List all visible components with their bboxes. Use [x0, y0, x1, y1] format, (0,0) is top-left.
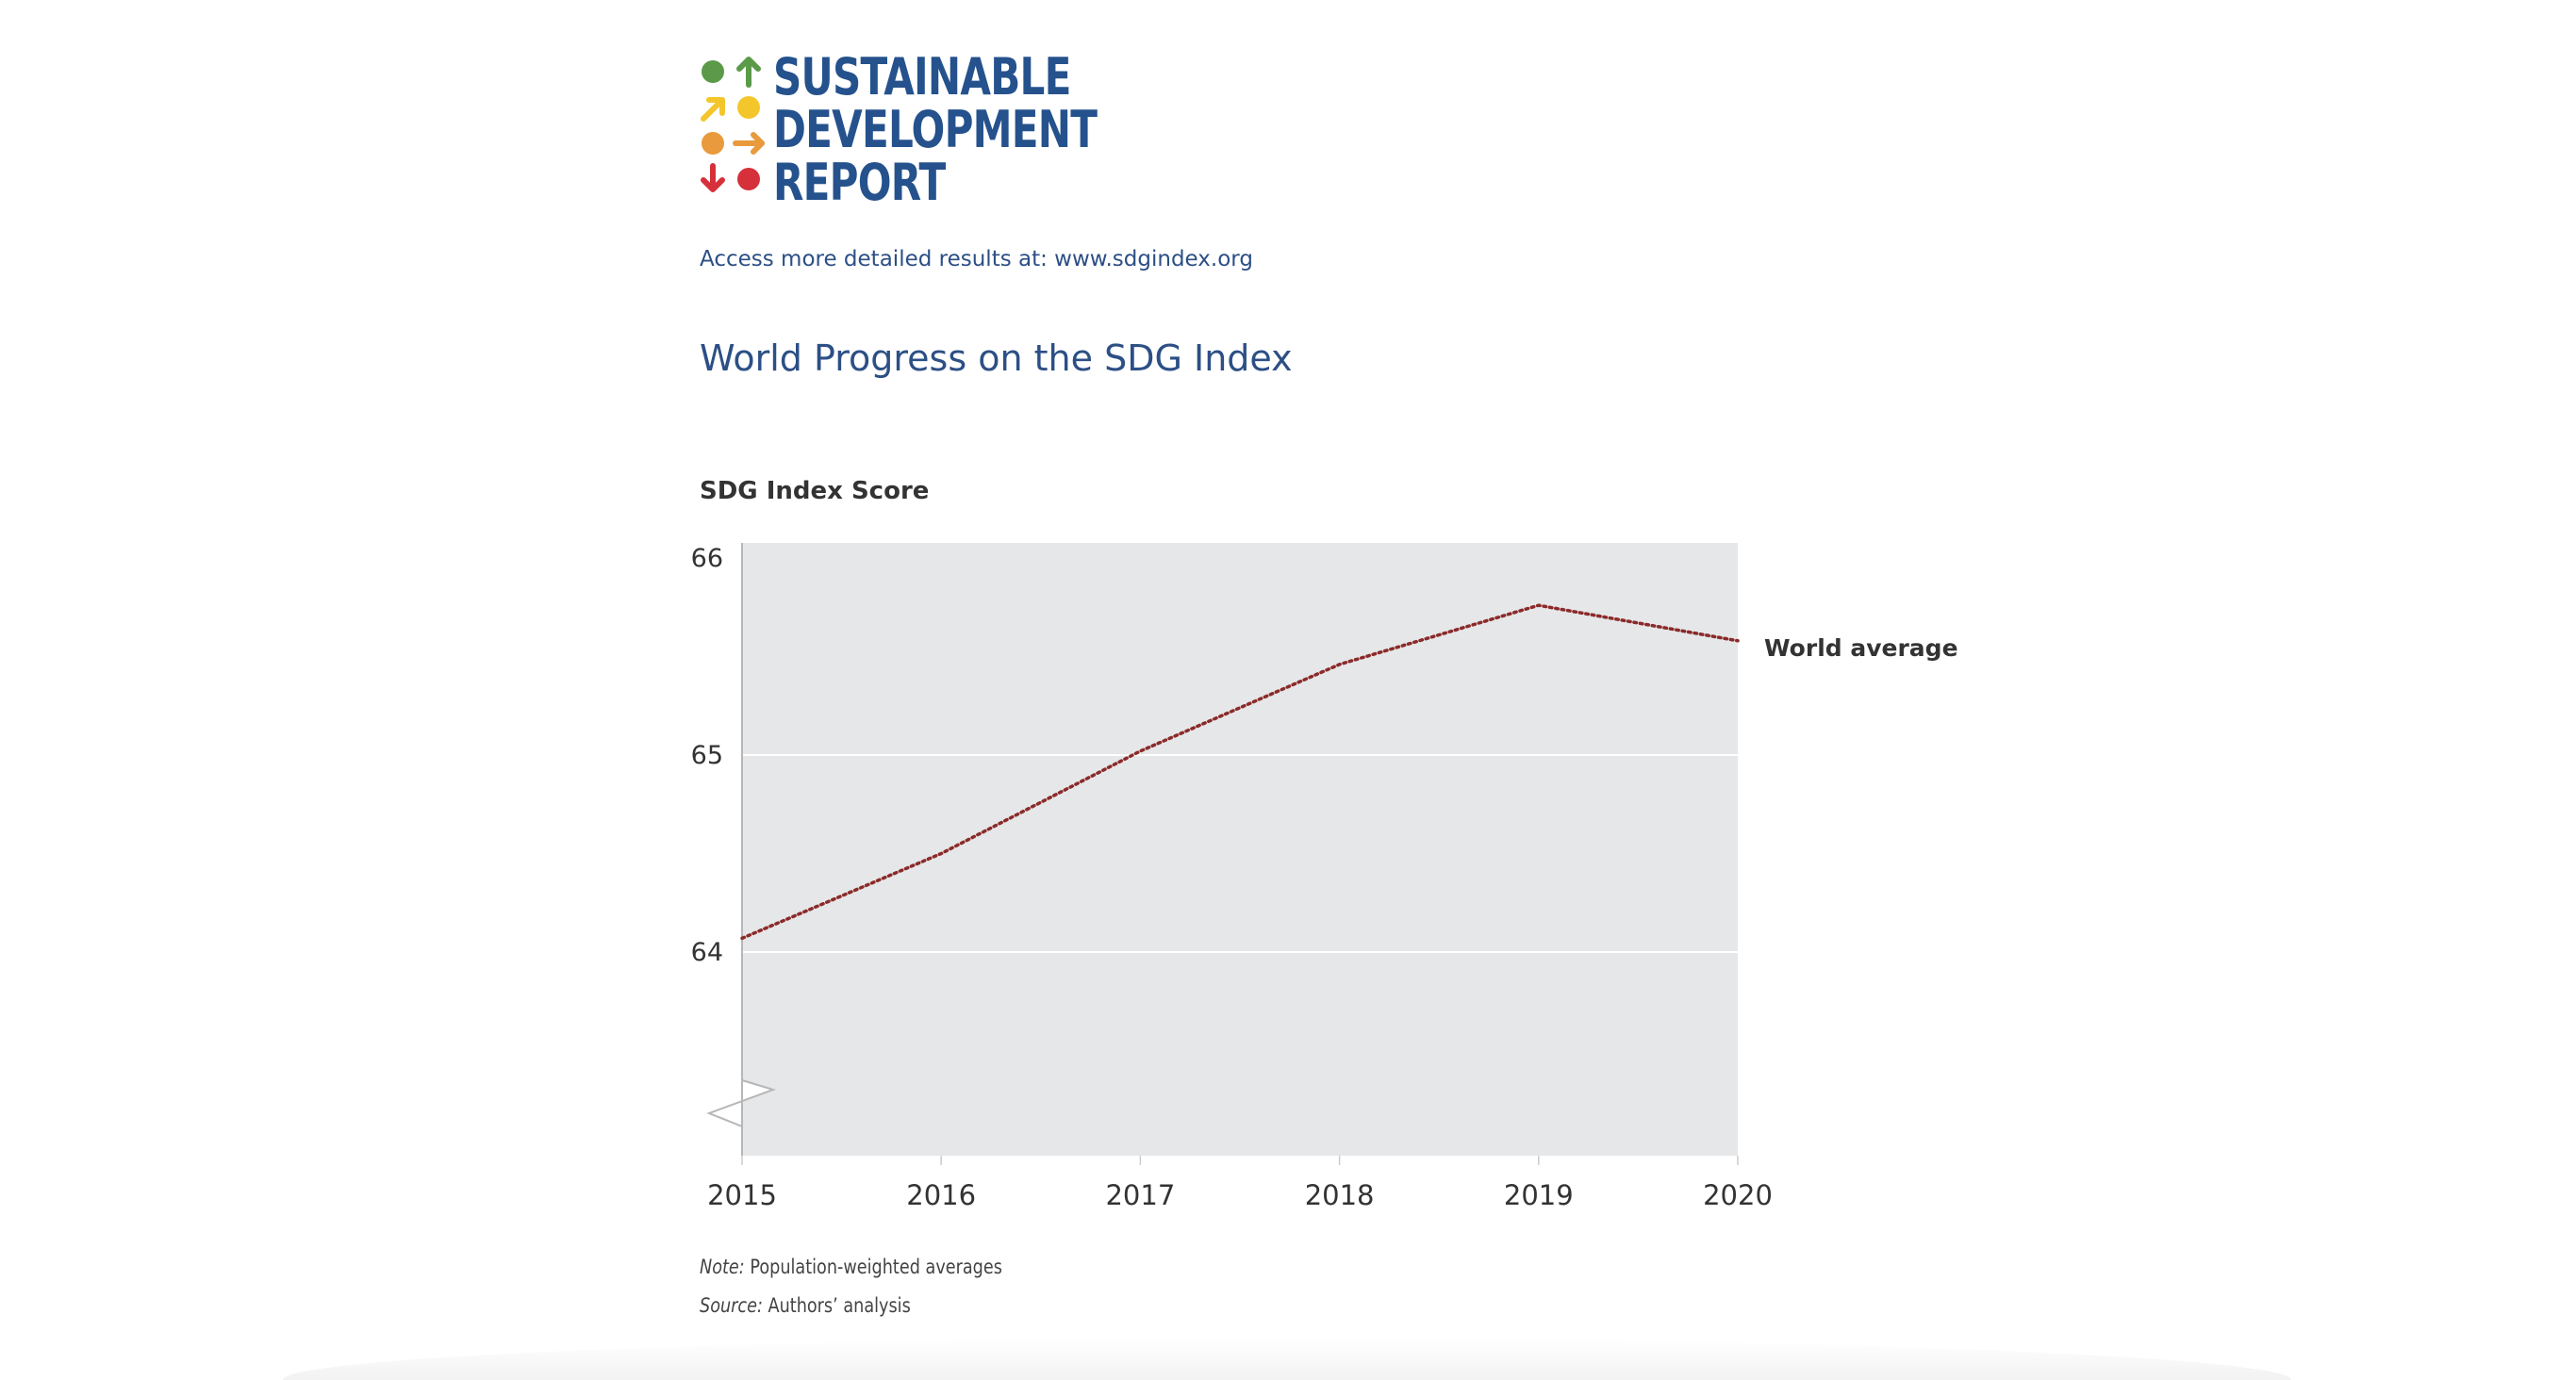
gridlines: [742, 754, 1738, 953]
green-up-arrow-icon: [736, 57, 761, 88]
x-tick-label: 2017: [1105, 1179, 1175, 1211]
page-bottom-shadow: [283, 1339, 2291, 1380]
yellow-diagonal-arrow-icon: [701, 97, 725, 122]
red-dot-icon: [737, 168, 760, 190]
chart-source: Source: Authors’ analysis: [700, 1294, 911, 1317]
x-tick-label: 2015: [707, 1179, 777, 1211]
logo-line: DEVELOPMENT: [773, 100, 1098, 159]
logo-line: REPORT: [773, 153, 946, 212]
logo-icon-grid: [701, 57, 765, 192]
orange-right-arrow-icon: [733, 132, 765, 155]
green-dot-icon: [702, 60, 724, 83]
page-title: World Progress on the SDG Index: [700, 337, 1293, 379]
chart-note: Note: Population-weighted averages: [700, 1256, 1002, 1278]
red-down-arrow-icon: [701, 163, 725, 192]
access-results-link-text[interactable]: Access more detailed results at: www.sdg…: [700, 247, 1253, 271]
yellow-dot-icon: [737, 96, 760, 119]
note-text: Population-weighted averages: [750, 1256, 1002, 1278]
plot-background: [742, 543, 1738, 1156]
source-text: Authors’ analysis: [768, 1294, 911, 1317]
source-label: Source:: [700, 1294, 763, 1317]
logo-line: SUSTAINABLE: [773, 47, 1071, 107]
y-tick-label: 65: [691, 741, 723, 770]
logo-wordmark: SUSTAINABLE DEVELOPMENT REPORT: [773, 47, 1098, 212]
world-average-line: [740, 603, 1740, 941]
y-axis-title: SDG Index Score: [700, 477, 930, 505]
y-axis: 64 65 66: [691, 543, 777, 1156]
x-tick-label: 2020: [1703, 1179, 1773, 1211]
x-tick-label: 2019: [1504, 1179, 1574, 1211]
x-tick-label: 2018: [1305, 1179, 1375, 1211]
y-tick-label: 66: [691, 544, 723, 573]
y-tick-label: 64: [691, 938, 723, 967]
series-label: World average: [1764, 634, 1958, 662]
x-tick-label: 2016: [906, 1179, 976, 1211]
series-layer: World average: [740, 603, 1958, 941]
orange-dot-icon: [702, 132, 724, 155]
x-axis: 2015 2016 2017 2018 2019 2020: [707, 1156, 1773, 1211]
line-chart: 64 65 66 2015 2016 2017 2018 2019 2020 World av…: [691, 543, 1958, 1211]
sdr-logo: SUSTAINABLE DEVELOPMENT REPORT: [696, 49, 1098, 219]
note-label: Note:: [700, 1256, 745, 1278]
axis-break-mark: [706, 1078, 777, 1128]
